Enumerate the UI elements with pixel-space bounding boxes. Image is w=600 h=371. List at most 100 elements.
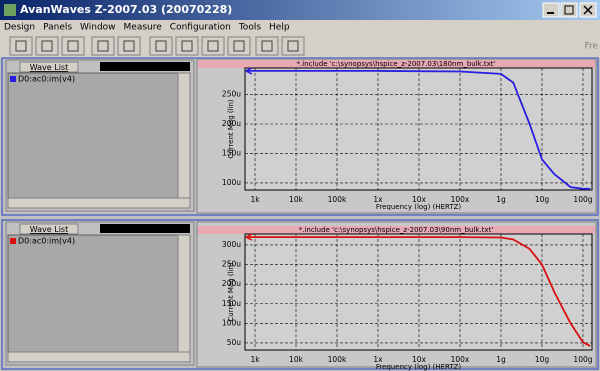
wave-list-bar	[100, 62, 190, 71]
wave-list-box	[7, 234, 179, 353]
plot-area	[244, 233, 593, 351]
x-tick-label: 100g	[573, 195, 592, 204]
wave-list-tab	[19, 223, 79, 235]
x-tick-label: 100x	[451, 195, 470, 204]
y-tick-label: 150u	[222, 299, 241, 308]
tool-icon	[97, 40, 109, 52]
waveform-panel: Wave List D0:ac0:im(v4) *.include 'c:\syno…	[1, 57, 599, 216]
y-tick-label: 200u	[222, 119, 241, 128]
tool-icon	[15, 40, 27, 52]
x-tick-label: 100g	[573, 355, 592, 364]
cursor-arrow	[245, 233, 253, 241]
tool-icon	[287, 40, 299, 52]
x-tick-label: 1x	[373, 195, 383, 204]
cursor-arrow	[245, 67, 253, 75]
tool-icon	[233, 40, 245, 52]
tool-icon	[67, 40, 79, 52]
window-controls	[542, 2, 597, 18]
tool-icon	[41, 40, 53, 52]
y-tick-label: 150u	[222, 148, 241, 157]
tool-button[interactable]	[149, 36, 173, 56]
x-tick-label: 10x	[412, 355, 427, 364]
menu-bar	[0, 20, 600, 33]
y-tick-label: 250u	[222, 90, 241, 99]
legend-swatch	[10, 76, 16, 82]
x-axis-label: Frequency (log) (HERTZ)	[376, 203, 462, 211]
x-tick-label: 10x	[412, 195, 427, 204]
toolbar-buttons	[9, 36, 305, 56]
data-line	[245, 236, 591, 347]
chart-title-bar	[198, 60, 595, 68]
y-tick-label: 100u	[222, 318, 241, 327]
panels: Wave List D0:ac0:im(v4) *.include 'c:\syno…	[1, 57, 599, 371]
menu: Design Panels Window Measure Configuration To…	[4, 23, 290, 33]
x-tick-label: 10g	[535, 355, 550, 364]
x-tick-label: 10k	[289, 195, 304, 204]
chart-title: *.include 'c:\synopsys\hspice_z-2007.03\…	[299, 226, 494, 234]
menu-item[interactable]: Measure	[124, 23, 163, 33]
y-tick-label: 200u	[222, 279, 241, 288]
tool-button[interactable]	[201, 36, 225, 56]
x-tick-label: 100x	[451, 355, 470, 364]
x-tick-label: 10g	[535, 195, 550, 204]
legend-swatch	[10, 238, 16, 244]
tool-button[interactable]	[255, 36, 279, 56]
tool-icon	[181, 40, 193, 52]
y-axis-label: Current Mag (lin)	[227, 99, 235, 159]
wave-list-title: Wave List	[30, 63, 68, 72]
tool-button[interactable]	[281, 36, 305, 56]
tool-button[interactable]	[227, 36, 251, 56]
x-tick-label: 10k	[289, 355, 304, 364]
tool-button[interactable]	[117, 36, 141, 56]
y-tick-label: 50u	[227, 338, 242, 347]
y-tick-label: 100u	[222, 178, 241, 187]
plot-area	[244, 67, 593, 191]
y-axis-label: Current Mag (lin)	[227, 262, 235, 322]
toolbar-text: Fre	[584, 42, 598, 52]
x-tick-label: 1x	[373, 355, 383, 364]
minimize-button[interactable]	[542, 2, 560, 18]
x-tick-label: 1g	[496, 195, 506, 204]
window-title: AvanWaves Z-2007.03 (20070228)	[20, 3, 232, 16]
menu-item[interactable]: Help	[269, 23, 290, 33]
chart-title: *.include 'c:\synopsys\hspice_z-2007.03\…	[297, 60, 496, 68]
wave-list-box	[7, 72, 179, 199]
wave-list-bar	[100, 224, 190, 233]
tool-button[interactable]	[61, 36, 85, 56]
tool-button[interactable]	[35, 36, 59, 56]
chart-title-bar	[198, 226, 595, 234]
h-scrollbar[interactable]	[7, 197, 191, 209]
data-line	[245, 70, 591, 190]
v-scrollbar[interactable]	[177, 72, 191, 199]
x-axis-label: Frequency (log) (HERTZ)	[376, 363, 462, 371]
x-tick-label: 1k	[250, 195, 260, 204]
wave-list-tab	[19, 61, 79, 73]
menu-item[interactable]: Configuration	[170, 23, 231, 33]
app-icon	[4, 4, 16, 16]
x-tick-label: 100k	[328, 355, 347, 364]
menu-item[interactable]: Panels	[43, 23, 72, 33]
tool-button[interactable]	[175, 36, 199, 56]
tool-button[interactable]	[91, 36, 115, 56]
tool-button[interactable]	[9, 36, 33, 56]
legend-label[interactable]: D0:ac0:im(v4)	[18, 75, 75, 84]
h-scrollbar[interactable]	[7, 351, 191, 363]
tool-icon	[261, 40, 273, 52]
menu-item[interactable]: Design	[4, 23, 35, 33]
legend-label[interactable]: D0:ac0:im(v4)	[18, 237, 75, 246]
wave-list-title: Wave List	[30, 225, 68, 234]
x-tick-label: 100k	[328, 195, 347, 204]
menu-item[interactable]: Window	[80, 23, 116, 33]
tool-icon	[155, 40, 167, 52]
maximize-button[interactable]	[560, 2, 578, 18]
y-tick-label: 250u	[222, 260, 241, 269]
x-tick-label: 1g	[496, 355, 506, 364]
x-tick-label: 1k	[250, 355, 260, 364]
y-tick-label: 300u	[222, 240, 241, 249]
v-scrollbar[interactable]	[177, 234, 191, 353]
menu-item[interactable]: Tools	[238, 23, 261, 33]
tool-icon	[123, 40, 135, 52]
tool-icon	[207, 40, 219, 52]
waveform-panel: Wave List D0:ac0:im(v4) *.include 'c:\syno…	[1, 219, 599, 371]
